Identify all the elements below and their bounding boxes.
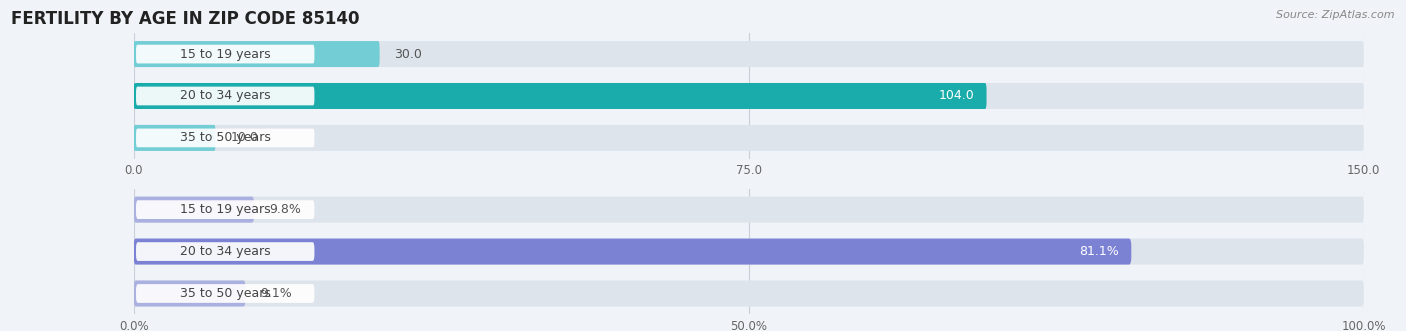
FancyBboxPatch shape <box>134 83 987 109</box>
FancyBboxPatch shape <box>136 200 315 219</box>
Text: 9.8%: 9.8% <box>269 203 301 216</box>
Text: FERTILITY BY AGE IN ZIP CODE 85140: FERTILITY BY AGE IN ZIP CODE 85140 <box>11 10 360 28</box>
Text: 104.0: 104.0 <box>938 89 974 103</box>
FancyBboxPatch shape <box>136 242 315 261</box>
Text: 81.1%: 81.1% <box>1080 245 1119 258</box>
FancyBboxPatch shape <box>136 87 315 105</box>
Text: 10.0: 10.0 <box>231 131 259 144</box>
Text: 9.1%: 9.1% <box>260 287 292 300</box>
Text: 35 to 50 years: 35 to 50 years <box>180 131 271 144</box>
FancyBboxPatch shape <box>136 45 315 64</box>
FancyBboxPatch shape <box>136 128 315 147</box>
FancyBboxPatch shape <box>134 197 1364 223</box>
FancyBboxPatch shape <box>136 284 315 303</box>
Text: 15 to 19 years: 15 to 19 years <box>180 203 270 216</box>
FancyBboxPatch shape <box>134 280 1364 307</box>
FancyBboxPatch shape <box>134 239 1132 264</box>
FancyBboxPatch shape <box>134 239 1364 264</box>
FancyBboxPatch shape <box>134 41 1364 67</box>
Text: 15 to 19 years: 15 to 19 years <box>180 48 270 61</box>
Text: 30.0: 30.0 <box>394 48 422 61</box>
FancyBboxPatch shape <box>134 125 215 151</box>
Text: 20 to 34 years: 20 to 34 years <box>180 89 270 103</box>
FancyBboxPatch shape <box>134 125 1364 151</box>
Text: Source: ZipAtlas.com: Source: ZipAtlas.com <box>1277 10 1395 20</box>
Text: 20 to 34 years: 20 to 34 years <box>180 245 270 258</box>
FancyBboxPatch shape <box>134 41 380 67</box>
Text: 35 to 50 years: 35 to 50 years <box>180 287 271 300</box>
FancyBboxPatch shape <box>134 197 254 223</box>
FancyBboxPatch shape <box>134 83 1364 109</box>
FancyBboxPatch shape <box>134 280 246 307</box>
